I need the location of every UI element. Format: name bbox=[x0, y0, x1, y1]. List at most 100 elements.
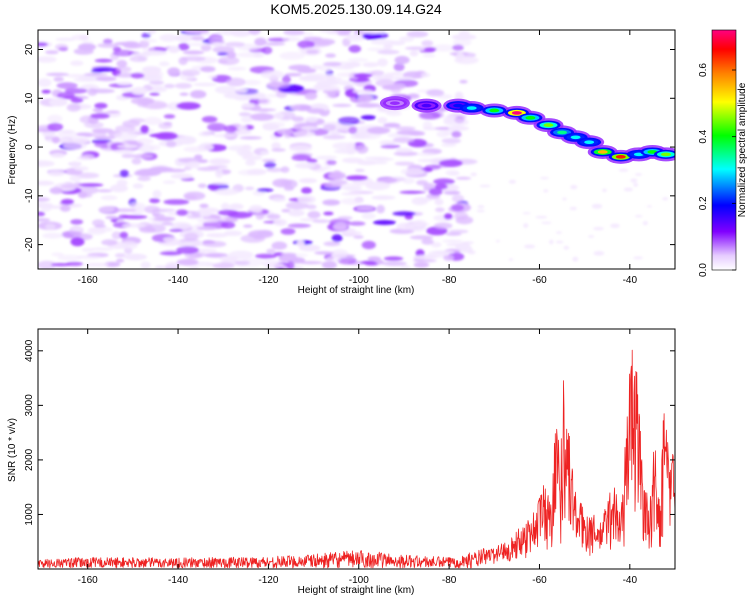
heatmap-noise-cell bbox=[130, 72, 145, 79]
heatmap-noise-cell bbox=[257, 229, 273, 236]
heatmap-noise-cell bbox=[170, 222, 192, 230]
heatmap-noise-cell bbox=[230, 30, 252, 37]
heatmap-noise-cell bbox=[633, 182, 638, 187]
heatmap-noise-cell bbox=[87, 88, 98, 96]
heatmap-noise-cell bbox=[164, 83, 175, 89]
heatmap-noise-cell bbox=[245, 159, 256, 166]
heatmap-noise-cell bbox=[116, 259, 125, 263]
heatmap-noise-cell bbox=[170, 173, 193, 179]
heatmap-noise-cell bbox=[276, 90, 288, 98]
heatmap-noise-cell bbox=[431, 242, 442, 248]
heatmap-noise-cell bbox=[241, 116, 253, 123]
heatmap-noise-cell bbox=[591, 203, 603, 209]
heatmap-noise-cell bbox=[319, 85, 340, 92]
heatmap-noise-cell bbox=[299, 261, 323, 265]
heatmap-noise-cell bbox=[119, 231, 129, 239]
heatmap-noise-cell bbox=[150, 87, 168, 93]
heatmap-noise-cell bbox=[57, 254, 83, 261]
heatmap-noise-cell bbox=[283, 179, 298, 189]
heatmap-ridge-peak bbox=[511, 111, 522, 115]
heatmap-noise-cell bbox=[455, 52, 465, 62]
heatmap-noise-cell bbox=[75, 132, 92, 137]
heatmap-noise-cell bbox=[168, 45, 180, 54]
heatmap-noise-cell bbox=[38, 42, 48, 47]
heatmap-noise-cell bbox=[176, 246, 200, 254]
heatmap-noise-cell bbox=[454, 211, 469, 220]
heatmap-noise-cell bbox=[82, 40, 94, 44]
colorbar-gradient bbox=[711, 29, 737, 271]
heatmap-noise-cell bbox=[95, 76, 117, 82]
heatmap-ridge-peak bbox=[543, 123, 554, 127]
heatmap-noise-cell bbox=[152, 217, 176, 221]
heatmap-noise-cell bbox=[393, 151, 419, 156]
heatmap-noise-cell bbox=[392, 137, 415, 144]
heatmap-noise-cell bbox=[255, 211, 265, 220]
heatmap-noise-cell bbox=[360, 115, 376, 120]
heatmap-noise-cell bbox=[593, 251, 605, 256]
heatmap-noise-cell bbox=[179, 92, 189, 96]
heatmap-noise-cell bbox=[436, 130, 450, 138]
heatmap-noise-cell bbox=[348, 221, 366, 226]
heatmap-noise-cell bbox=[196, 226, 218, 231]
heatmap-noise-cell bbox=[555, 231, 562, 234]
heatmap-noise-cell bbox=[111, 231, 122, 240]
heatmap-noise-cell bbox=[105, 110, 121, 114]
heatmap-noise-cell bbox=[209, 184, 219, 192]
heatmap-noise-cell bbox=[312, 219, 330, 223]
heatmap-noise-cell bbox=[343, 186, 363, 191]
heatmap-noise-cell bbox=[278, 254, 298, 263]
heatmap-noise-cell bbox=[139, 226, 156, 233]
heatmap-noise-cell bbox=[75, 172, 100, 179]
heatmap-noise-cell bbox=[38, 260, 57, 269]
heatmap-noise-cell bbox=[282, 36, 301, 42]
heatmap-noise-cell bbox=[283, 30, 305, 36]
heatmap-noise-cell bbox=[400, 265, 411, 269]
heatmap-noise-cell bbox=[418, 111, 441, 120]
heatmap-noise-cell bbox=[193, 82, 217, 87]
x-tick-label: -80 bbox=[442, 575, 457, 586]
heatmap-noise-cell bbox=[131, 158, 142, 165]
heatmap-noise-cell bbox=[299, 178, 317, 184]
heatmap-ridge-peak bbox=[466, 106, 477, 110]
heatmap-noise-cell bbox=[441, 138, 461, 144]
heatmap-noise-cell bbox=[395, 147, 413, 153]
heatmap-noise-cell bbox=[306, 49, 319, 54]
heatmap-noise-cell bbox=[361, 30, 386, 35]
heatmap-noise-cell bbox=[103, 38, 113, 45]
heatmap-noise-cell bbox=[60, 198, 74, 205]
heatmap-noise-cell bbox=[411, 197, 429, 206]
heatmap-noise-cell bbox=[304, 91, 318, 100]
heatmap-noise-cell bbox=[191, 36, 205, 41]
heatmap-noise-cell bbox=[633, 256, 643, 260]
heatmap-noise-cell bbox=[166, 140, 177, 148]
colorbar-tick-label: 0.4 bbox=[698, 129, 709, 143]
heatmap-noise-cell bbox=[389, 71, 403, 76]
heatmap-noise-cell bbox=[105, 215, 118, 220]
heatmap-noise-cell bbox=[167, 67, 181, 76]
heatmap-noise-cell bbox=[224, 230, 243, 236]
heatmap-noise-cell bbox=[121, 215, 148, 219]
heatmap-noise-cell bbox=[143, 116, 162, 126]
heatmap-noise-cell bbox=[455, 176, 472, 180]
heatmap-noise-cell bbox=[152, 189, 162, 199]
heatmap-noise-cell bbox=[60, 183, 82, 189]
heatmap-noise-cell bbox=[442, 239, 463, 243]
heatmap-noise-cell bbox=[355, 168, 365, 173]
heatmap-noise-cell bbox=[413, 262, 430, 268]
heatmap-noise-cell bbox=[535, 215, 548, 219]
heatmap-noise-cell bbox=[337, 216, 353, 220]
heatmap-noise-cell bbox=[300, 126, 319, 131]
heatmap-noise-cell bbox=[57, 129, 77, 139]
heatmap-noise-cell bbox=[64, 88, 88, 94]
heatmap-noise-cell bbox=[94, 102, 108, 109]
heatmap-noise-cell bbox=[476, 209, 486, 213]
heatmap-noise-cell bbox=[396, 222, 415, 230]
heatmap-noise-cell bbox=[182, 50, 205, 55]
heatmap-noise-cell bbox=[42, 232, 63, 239]
heatmap-noise-cell bbox=[271, 148, 286, 152]
heatmap-noise-cell bbox=[76, 255, 102, 260]
heatmap-noise-cell bbox=[174, 34, 194, 42]
heatmap-noise-cell bbox=[432, 250, 455, 255]
heatmap-noise-cell bbox=[281, 209, 291, 213]
heatmap-noise-cell bbox=[249, 205, 263, 213]
